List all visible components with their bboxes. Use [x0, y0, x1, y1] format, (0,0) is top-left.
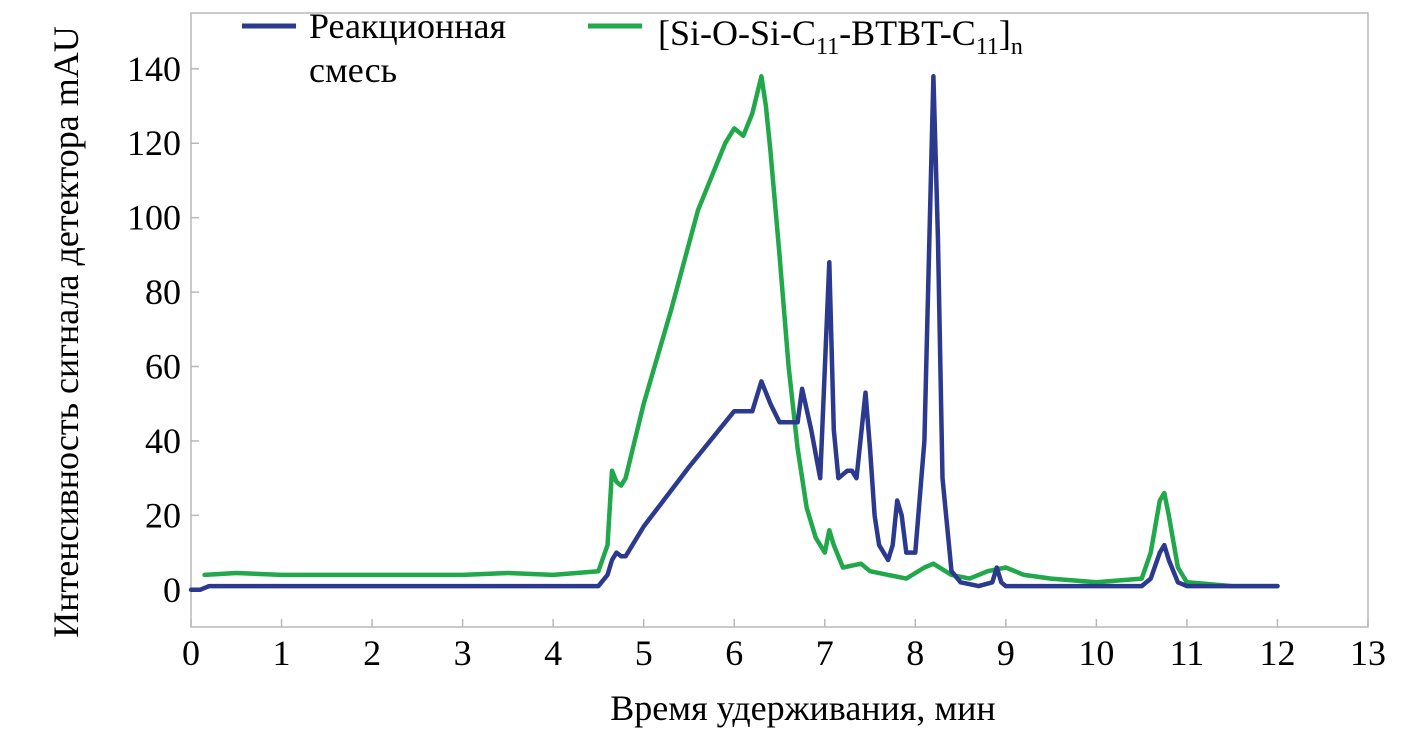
legend-text-part: ]	[999, 13, 1011, 53]
legend: Реакционная смесь [Si-O-Si-C11-BTBT-C11]n	[242, 6, 1023, 90]
y-axis-ticks: 0 20 40 60 80 100 120 140	[127, 49, 199, 610]
series-line-polymer	[202, 74, 1280, 589]
legend-subscript: 11	[816, 34, 839, 60]
y-tick-label: 40	[145, 421, 181, 461]
y-tick-label: 100	[127, 198, 181, 238]
x-tick-label: 5	[635, 633, 653, 673]
x-tick-label: 11	[1170, 633, 1205, 673]
x-tick-label: 4	[544, 633, 562, 673]
x-axis-ticks: 0 1 2 3 4 5 6 7 8 9 10 11 12 13	[182, 619, 1386, 673]
x-tick-label: 0	[182, 633, 200, 673]
x-tick-label: 12	[1259, 633, 1295, 673]
x-axis-title: Время удерживания, мин	[610, 688, 995, 728]
y-tick-label: 20	[145, 495, 181, 535]
y-tick-label: 60	[145, 347, 181, 387]
plot-frame	[190, 12, 1369, 628]
y-tick-label: 0	[163, 570, 181, 610]
x-tick-label: 9	[997, 633, 1015, 673]
x-tick-label: 1	[273, 633, 291, 673]
y-tick-label: 120	[127, 123, 181, 163]
x-tick-label: 3	[454, 633, 472, 673]
y-tick-label: 140	[127, 49, 181, 89]
legend-subscript: n	[1011, 34, 1023, 60]
legend-label-reaction-mix: Реакционная смесь	[309, 6, 506, 90]
x-tick-label: 7	[816, 633, 834, 673]
legend-text-part: -BTBT-C	[839, 13, 976, 53]
x-tick-label: 10	[1078, 633, 1114, 673]
y-tick-label: 80	[145, 272, 181, 312]
x-tick-label: 13	[1350, 633, 1386, 673]
legend-label-line: Реакционная	[309, 6, 506, 46]
x-tick-label: 8	[906, 633, 924, 673]
series-line-reaction-mix	[188, 74, 1280, 593]
legend-text-part: [Si-O-Si-C	[658, 13, 816, 53]
legend-label-polymer: [Si-O-Si-C11-BTBT-C11]n	[658, 13, 1023, 60]
series-layer	[188, 74, 1280, 593]
x-tick-label: 6	[725, 633, 743, 673]
legend-subscript: 11	[976, 34, 999, 60]
legend-label-line: смесь	[309, 50, 397, 90]
y-axis-title: Интенсивность сигнала детектора mAU	[46, 26, 86, 638]
x-tick-label: 2	[363, 633, 381, 673]
